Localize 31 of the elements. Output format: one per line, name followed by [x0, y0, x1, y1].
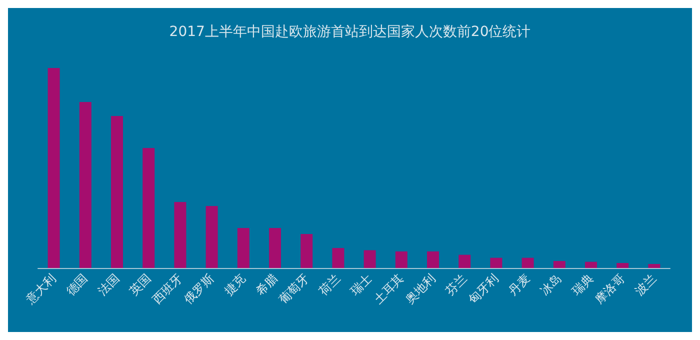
bar: [648, 264, 660, 268]
x-tick-label: 俄罗斯: [181, 271, 217, 306]
bar: [427, 251, 439, 268]
bar: [364, 250, 376, 268]
x-tick-label: 冰岛: [537, 271, 564, 298]
x-tick-label: 捷克: [221, 271, 248, 298]
x-tick-label: 希腊: [253, 271, 280, 298]
x-tick-label: 德国: [63, 271, 90, 298]
chart-title: 2017上半年中国赴欧旅游首站到达国家人次数前20位统计: [169, 24, 531, 40]
bar: [300, 234, 313, 268]
bar: [206, 206, 218, 268]
bar: [174, 202, 186, 268]
x-tick-label: 意大利: [22, 271, 59, 308]
bar: [490, 258, 502, 268]
bar: [616, 263, 629, 268]
bar: [79, 102, 92, 268]
bar: [48, 68, 60, 268]
bar: [458, 254, 471, 268]
bar: [553, 261, 566, 268]
bar: [142, 148, 155, 268]
x-tick-label: 荷兰: [316, 271, 344, 298]
bar: [269, 228, 281, 268]
x-tick-label: 丹麦: [506, 271, 533, 298]
x-tick-label: 波兰: [632, 271, 660, 298]
bar: [111, 116, 123, 268]
bar: [585, 262, 597, 268]
bar: [332, 248, 344, 268]
bar: [237, 228, 250, 268]
x-tick-label: 法国: [95, 271, 122, 298]
bar: [522, 258, 534, 268]
bar: [395, 251, 408, 268]
